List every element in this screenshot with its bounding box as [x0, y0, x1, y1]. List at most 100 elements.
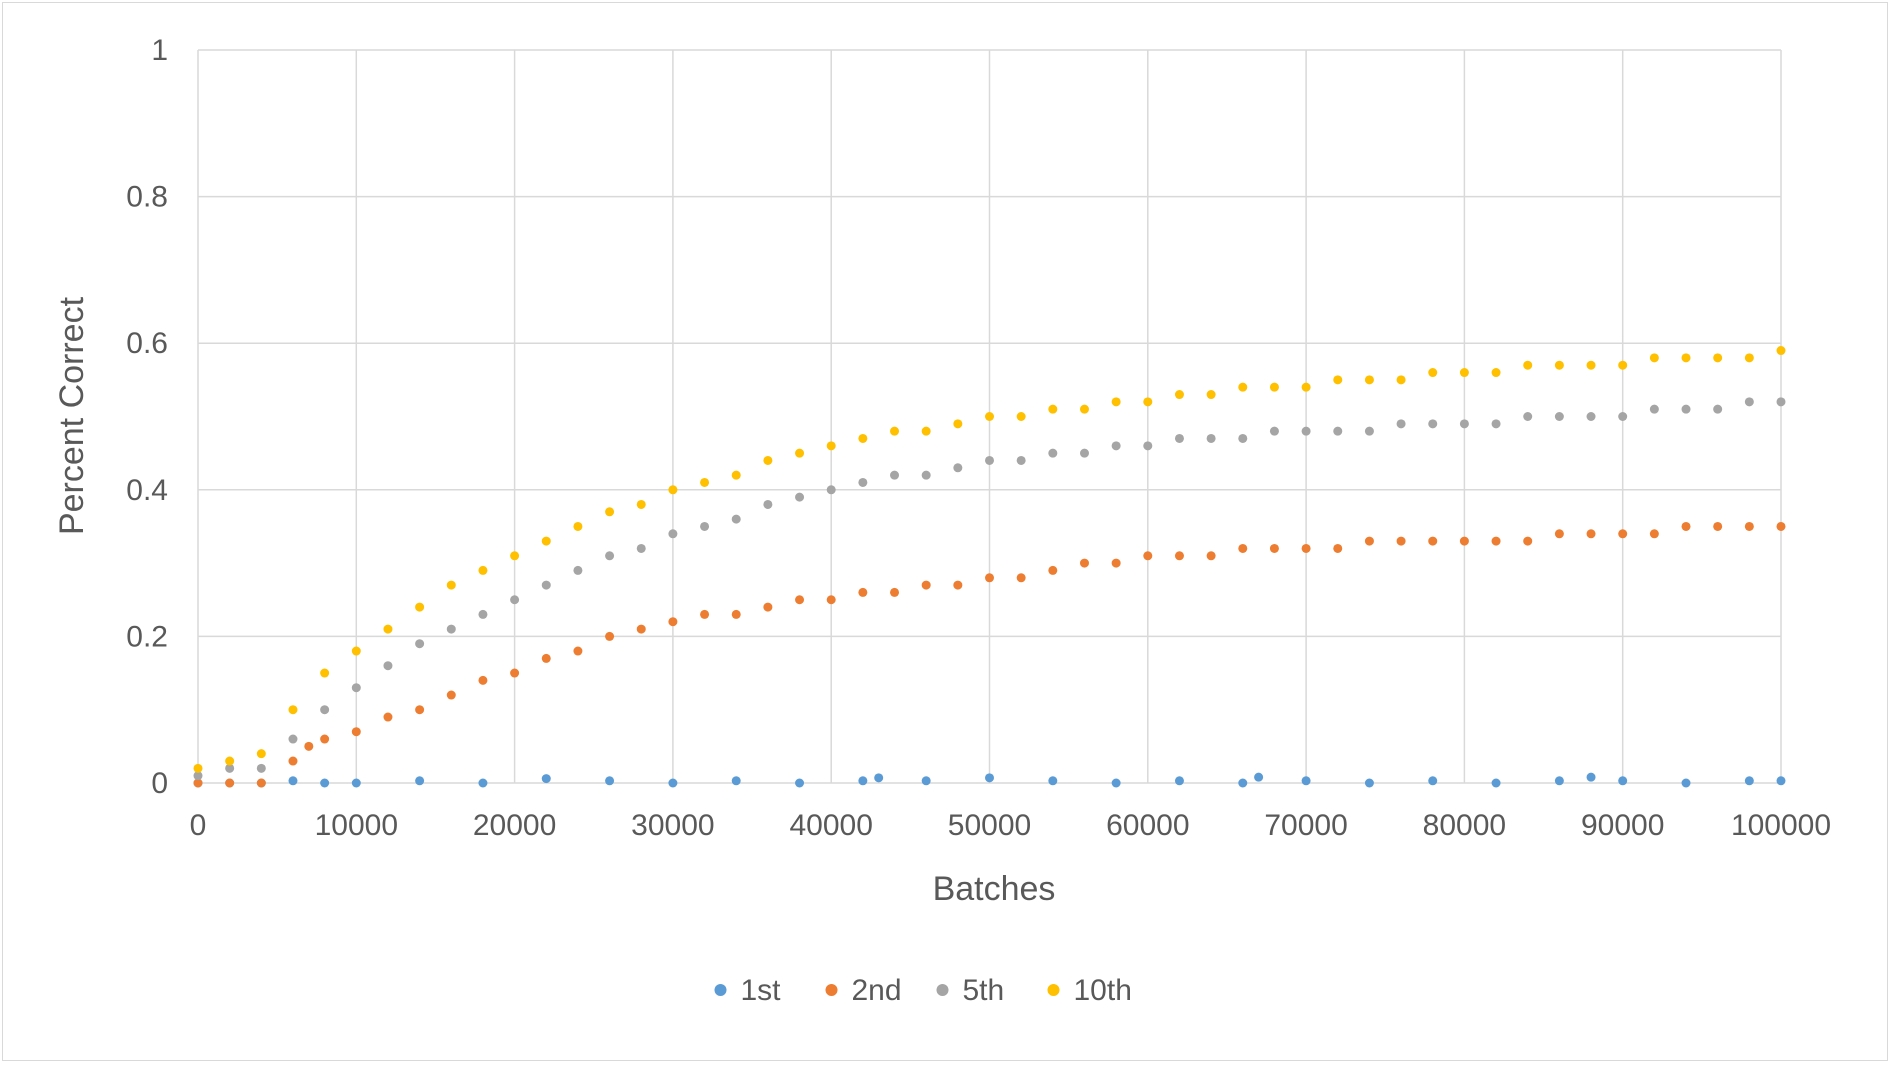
data-point	[795, 595, 805, 605]
x-tick-label: 100000	[1731, 809, 1831, 842]
data-point	[1586, 412, 1596, 421]
data-point	[1459, 419, 1469, 429]
data-point	[351, 683, 361, 693]
legend-marker	[825, 984, 838, 996]
data-point	[320, 778, 330, 788]
data-point	[1649, 529, 1659, 539]
data-point	[1143, 397, 1153, 407]
data-point	[921, 776, 931, 786]
data-point	[1491, 368, 1501, 378]
data-point	[256, 749, 266, 759]
data-point	[320, 668, 330, 678]
series-1st	[193, 772, 1786, 788]
data-point	[478, 675, 488, 685]
data-point	[573, 646, 583, 656]
data-point	[605, 551, 615, 561]
data-point	[383, 661, 393, 671]
data-point	[225, 756, 235, 766]
data-point	[1016, 455, 1026, 465]
data-point	[541, 653, 551, 663]
data-point	[921, 580, 931, 590]
data-point	[1269, 382, 1279, 392]
data-point	[1586, 529, 1596, 539]
data-point	[1681, 521, 1691, 531]
data-point	[731, 470, 741, 480]
data-point	[1174, 776, 1184, 786]
data-point	[1554, 529, 1564, 539]
data-point	[1459, 536, 1469, 546]
data-point	[1681, 404, 1691, 414]
data-point	[953, 580, 963, 590]
data-point	[1111, 441, 1121, 451]
data-point	[304, 741, 314, 751]
data-point	[858, 776, 868, 786]
data-point	[1776, 521, 1786, 531]
data-point	[1681, 353, 1691, 363]
data-point	[225, 763, 235, 773]
data-point	[1744, 353, 1754, 363]
y-tick-label: 0.2	[126, 620, 168, 653]
data-point	[446, 624, 456, 634]
data-point	[1744, 776, 1754, 786]
legend-label: 1st	[741, 974, 782, 1007]
data-point	[573, 521, 583, 531]
data-point	[193, 771, 203, 781]
data-point	[1649, 404, 1659, 414]
data-point	[320, 734, 330, 744]
data-point	[1111, 778, 1121, 788]
data-point	[541, 580, 551, 590]
data-point	[383, 712, 393, 722]
data-point	[1016, 412, 1026, 421]
data-point	[1523, 536, 1533, 546]
data-point	[478, 778, 488, 788]
legend: 1st 2nd 5th 10th	[714, 974, 1132, 1007]
y-tick-label: 0.4	[126, 474, 168, 507]
data-point	[1523, 360, 1533, 370]
data-point	[1554, 412, 1564, 421]
data-point	[1491, 536, 1501, 546]
y-axis-title: Percent Correct	[53, 296, 91, 535]
data-point	[668, 529, 678, 539]
data-point	[1776, 346, 1786, 356]
x-tick-label: 40000	[789, 809, 872, 842]
data-point	[731, 514, 741, 524]
data-point	[1301, 543, 1311, 553]
data-point	[668, 485, 678, 495]
data-point	[763, 499, 773, 509]
data-point	[1428, 368, 1438, 378]
data-point	[256, 763, 266, 773]
data-point	[1111, 397, 1121, 407]
data-point	[1048, 565, 1058, 575]
data-point	[605, 507, 615, 517]
data-point	[351, 646, 361, 656]
data-point	[1554, 776, 1564, 786]
data-point	[763, 602, 773, 612]
data-point	[415, 602, 425, 612]
legend-item: 5th	[936, 974, 1004, 1007]
data-point	[700, 521, 710, 531]
data-point	[890, 426, 900, 436]
data-point	[1048, 448, 1058, 458]
data-point	[953, 463, 963, 473]
gridlines	[197, 49, 1782, 784]
x-tick-label: 20000	[473, 809, 556, 842]
data-point	[1174, 551, 1184, 561]
data-point	[1491, 778, 1501, 788]
data-point	[478, 609, 488, 619]
data-point	[1586, 772, 1596, 782]
data-point	[415, 639, 425, 649]
data-point	[1174, 390, 1184, 400]
y-tick-label: 1	[151, 34, 168, 67]
data-point	[541, 536, 551, 546]
data-point	[1206, 551, 1216, 561]
data-point	[478, 565, 488, 575]
data-point	[1618, 529, 1628, 539]
data-point	[1396, 419, 1406, 429]
data-point	[193, 778, 203, 788]
data-point	[1111, 558, 1121, 568]
data-point	[288, 776, 298, 786]
data-point	[1333, 375, 1343, 385]
data-point	[288, 756, 298, 766]
data-point	[446, 580, 456, 590]
data-point	[225, 778, 235, 788]
